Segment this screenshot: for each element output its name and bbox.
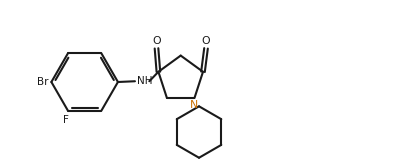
Text: O: O: [202, 36, 210, 46]
Text: O: O: [152, 36, 161, 46]
Text: NH: NH: [137, 76, 152, 86]
Text: N: N: [190, 100, 199, 110]
Text: Br: Br: [37, 77, 48, 87]
Text: F: F: [63, 115, 69, 125]
